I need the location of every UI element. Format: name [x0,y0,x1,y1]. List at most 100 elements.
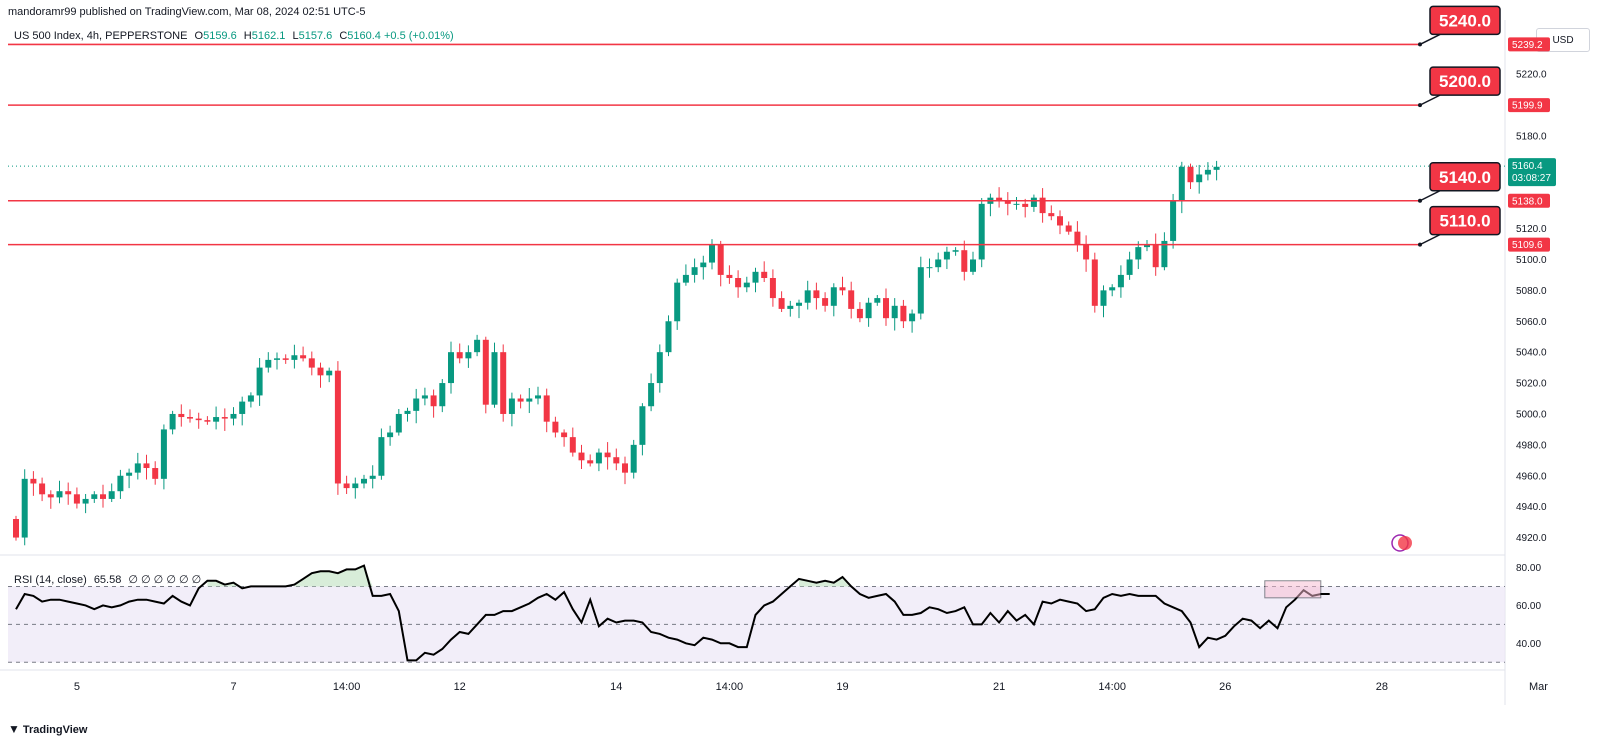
candle-body [917,267,924,314]
candle-body [700,262,707,268]
us-flag-icon [1398,536,1412,550]
candle-body [100,494,106,499]
candle-body [752,271,759,283]
candle-body [978,203,985,260]
candle-body [535,395,541,399]
candle-body [1039,197,1046,214]
candle-body [413,398,420,411]
last-price-countdown: 03:08:27 [1512,173,1551,184]
candle-body [1213,166,1220,170]
candle-body [943,251,950,260]
high-label: H [243,30,252,42]
price-tick-label: 4960.0 [1516,471,1547,482]
candle-body [508,398,515,414]
candle-body [935,259,942,268]
candle-body [595,452,602,464]
candle-body [195,418,202,421]
published-caption: mandoramr99 published on TradingView.com… [8,6,366,18]
candle-body [352,483,359,489]
candle-body [1065,225,1072,232]
candle-body [47,494,54,498]
candle-body [395,413,402,433]
candle-body [604,452,611,458]
price-tick-label: 5040.0 [1516,348,1547,359]
rsi-legend: RSI (14, close) 65.58 ∅ ∅ ∅ ∅ ∅ ∅ [14,573,201,586]
level-callout-label: 5240.0 [1439,11,1491,30]
rsi-tick-label: 40.00 [1516,639,1541,650]
candle-body [1144,244,1150,248]
candle-body [187,417,193,419]
level-price-tag-label: 5199.9 [1512,101,1543,112]
candle-body [717,244,724,275]
rsi-tick-label: 60.00 [1516,601,1541,612]
rsi-overbought-fill [207,565,852,587]
time-tick-label: 21 [993,681,1005,693]
candle-body [482,339,489,405]
time-tick-label: Mar [1529,681,1548,693]
tradingview-logo[interactable]: ▼ TradingView [8,722,87,736]
candle-body [274,358,280,360]
symbol-name[interactable]: US 500 Index, 4h, PEPPERSTONE [14,30,188,42]
price-tick-label: 4940.0 [1516,502,1547,513]
candle-body [1161,240,1168,268]
candle-body [848,290,855,309]
candle-body [961,250,968,272]
callout-anchor [1418,103,1422,108]
level-callout-box [1429,66,1501,96]
last-price-tag [1508,158,1556,187]
candle-body [404,410,411,414]
candle-body [1135,247,1142,260]
candle-body [1004,200,1011,204]
candle-body [1204,169,1211,175]
time-tick-label: 14:00 [333,681,361,693]
price-tick-label: 5000.0 [1516,409,1547,420]
rsi-label[interactable]: RSI (14, close) [14,574,87,586]
candle-body [822,298,829,306]
level-callout-box [1429,5,1501,36]
candle-body [630,444,637,473]
candle-body [883,298,889,319]
level-callout-box [1429,162,1501,192]
candle-body [709,244,715,263]
candle-body [517,398,524,402]
candle-body [796,302,802,306]
candle-body [160,429,167,479]
candle-body [169,413,176,430]
price-tick-label: 5180.0 [1516,131,1547,142]
time-tick-label: 28 [1376,681,1388,693]
time-tick-label: 14:00 [1098,681,1126,693]
level-price-tag [1508,237,1550,252]
callout-anchor [1418,198,1422,203]
candle-body [578,452,585,461]
candle-body [1013,203,1020,205]
rsi-tick-label: 80.00 [1516,563,1541,574]
price-tick-label: 5060.0 [1516,317,1547,328]
close-label: C [339,30,348,42]
candle-body [996,197,1003,201]
level-price-tag-label: 5239.2 [1512,40,1543,51]
candle-body [952,250,959,252]
level-price-tag [1508,98,1550,113]
candle-body [865,302,872,319]
candle-body [152,468,159,479]
tradingview-logo-icon: ▼ [8,722,20,736]
candle-body [682,274,689,283]
rsi-value: 65.58 [93,574,122,586]
candle-body [909,313,916,322]
candle-body [56,491,63,498]
candle-body [213,417,220,422]
candle-body [648,383,655,407]
candle-body [239,401,246,414]
candle-body [178,413,185,418]
level-price-tag-label: 5138.0 [1512,196,1543,207]
time-tick-label: 19 [836,681,848,693]
callout-pointer [1419,94,1441,106]
close-value: 5160.4 [347,30,381,42]
level-callout-label: 5200.0 [1439,72,1491,91]
candle-body [317,367,324,376]
candle-body [970,259,976,272]
candle-body [230,413,237,419]
candle-body [552,421,559,433]
candle-body [726,274,733,279]
